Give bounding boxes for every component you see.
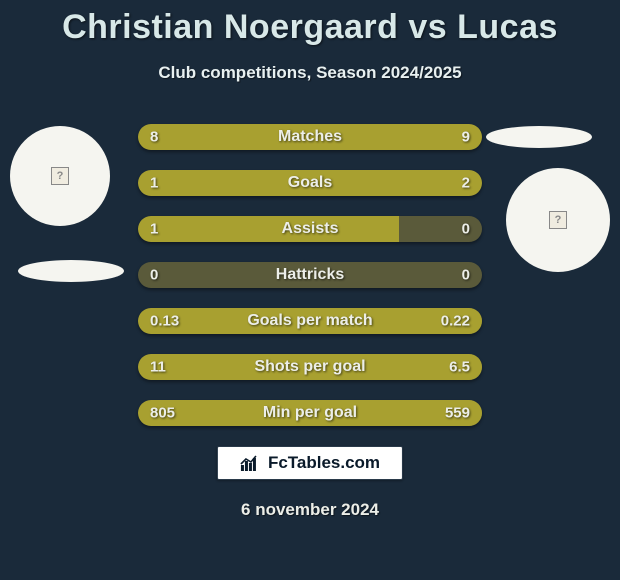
stat-row: 8 9 Matches bbox=[138, 124, 482, 150]
stat-value-left: 805 bbox=[150, 405, 175, 422]
stat-label: Matches bbox=[278, 128, 342, 146]
player-avatar-left bbox=[10, 126, 110, 226]
avatar-shadow-right bbox=[486, 126, 592, 148]
stat-value-right: 9 bbox=[462, 129, 470, 146]
avatar-shadow-left bbox=[18, 260, 124, 282]
stat-value-right: 559 bbox=[445, 405, 470, 422]
subtitle: Club competitions, Season 2024/2025 bbox=[0, 63, 620, 83]
brand-text: FcTables.com bbox=[268, 453, 380, 473]
stat-label: Min per goal bbox=[263, 404, 357, 422]
stat-value-left: 0 bbox=[150, 267, 158, 284]
player-avatar-right bbox=[506, 168, 610, 272]
bar-fill-right bbox=[241, 170, 482, 196]
stat-label: Shots per goal bbox=[254, 358, 365, 376]
brand-chart-icon bbox=[240, 454, 262, 472]
page-title: Christian Noergaard vs Lucas bbox=[0, 0, 620, 47]
stat-value-right: 0 bbox=[462, 267, 470, 284]
bar-fill-left bbox=[138, 216, 399, 242]
stat-value-left: 11 bbox=[150, 359, 166, 376]
stat-row: 11 6.5 Shots per goal bbox=[138, 354, 482, 380]
comparison-bars: 8 9 Matches 1 2 Goals 1 0 Assists 0 0 Hattricks 0.13… bbox=[138, 124, 482, 446]
stat-row: 1 2 Goals bbox=[138, 170, 482, 196]
missing-image-icon bbox=[549, 211, 567, 229]
stat-value-right: 0 bbox=[462, 221, 470, 238]
stat-value-left: 1 bbox=[150, 175, 158, 192]
stat-row: 1 0 Assists bbox=[138, 216, 482, 242]
stat-value-right: 0.22 bbox=[441, 313, 470, 330]
date-label: 6 november 2024 bbox=[241, 500, 379, 520]
stat-row: 0.13 0.22 Goals per match bbox=[138, 308, 482, 334]
stat-value-right: 2 bbox=[462, 175, 470, 192]
stat-row: 0 0 Hattricks bbox=[138, 262, 482, 288]
stat-value-left: 1 bbox=[150, 221, 158, 238]
stat-label: Hattricks bbox=[276, 266, 344, 284]
stat-value-left: 0.13 bbox=[150, 313, 179, 330]
brand-badge: FcTables.com bbox=[217, 446, 403, 480]
stat-value-left: 8 bbox=[150, 129, 158, 146]
stat-label: Assists bbox=[282, 220, 339, 238]
missing-image-icon bbox=[51, 167, 69, 185]
stat-row: 805 559 Min per goal bbox=[138, 400, 482, 426]
stat-label: Goals bbox=[288, 174, 332, 192]
stat-label: Goals per match bbox=[247, 312, 372, 330]
stat-value-right: 6.5 bbox=[449, 359, 470, 376]
